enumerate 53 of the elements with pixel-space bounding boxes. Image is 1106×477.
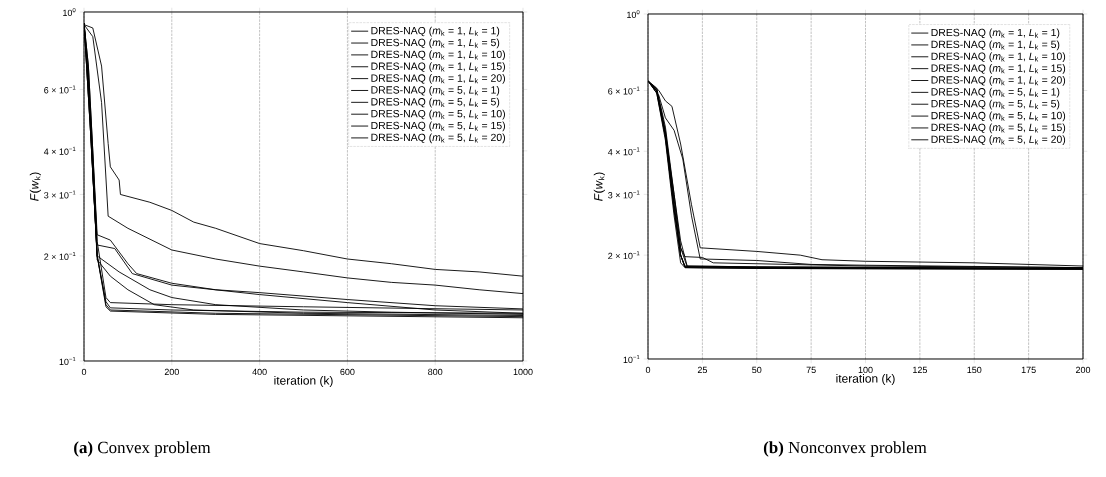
x-tick-label: 125 [913,366,927,374]
y-tick-label: 2 × 10$^{−1}$ [608,251,640,260]
x-axis-title: iteration (k) [836,373,895,386]
x-tick-label: 25 [697,366,707,374]
x-tick-label: 0 [81,368,87,376]
legend-label: DRES-NAQ (m$_{k}$ = 5, L$_{k}$ = 10) [931,111,1066,122]
legend-label: DRES-NAQ (m$_{k}$ = 1, L$_{k}$ = 15) [931,64,1066,74]
x-tick-label: 800 [428,368,443,376]
legend-label: DRES-NAQ (m$_{k}$ = 5, L$_{k}$ = 5) [371,97,500,108]
y-tick-label: 10$^{−1}$ [623,354,640,363]
legend-label: DRES-NAQ (m$_{k}$ = 1, L$_{k}$ = 1) [371,26,500,37]
legend-label: DRES-NAQ (m$_{k}$ = 1, L$_{k}$ = 1) [931,28,1060,39]
legend-label: DRES-NAQ (m$_{k}$ = 1, L$_{k}$ = 5) [371,38,500,49]
legend-label: DRES-NAQ (m$_{k}$ = 5, L$_{k}$ = 15) [931,123,1066,134]
x-tick-label: 600 [340,368,355,376]
y-tick-label: 6 × 10$^{−1}$ [608,86,640,95]
y-tick-label: 10$^{0}$ [627,9,640,19]
legend-label: DRES-NAQ (m$_{k}$ = 1, L$_{k}$ = 5) [931,40,1060,51]
y-tick-label: 4 × 10$^{−1}$ [43,146,76,155]
y-tick-label: 3 × 10$^{−1}$ [608,190,640,199]
legend-label: DRES-NAQ (m$_{k}$ = 5, L$_{k}$ = 1) [931,87,1060,98]
legend-label: DRES-NAQ (m$_{k}$ = 5, L$_{k}$ = 10) [371,109,505,120]
legend-label: DRES-NAQ (m$_{k}$ = 1, L$_{k}$ = 10) [931,52,1066,62]
x-tick-label: 150 [967,366,982,374]
x-tick-label: 200 [164,368,179,376]
legend-label: DRES-NAQ (m$_{k}$ = 5, L$_{k}$ = 5) [931,99,1060,110]
legend-label: DRES-NAQ (m$_{k}$ = 1, L$_{k}$ = 10) [371,50,505,61]
x-tick-label: 175 [1021,366,1036,374]
x-tick-label: 100 [858,366,873,374]
y-tick-label: 2 × 10$^{−1}$ [44,251,76,260]
x-tick-label: 50 [752,366,762,374]
x-axis-title: iteration (k) [274,375,333,388]
y-tick-label: 3 × 10$^{−1}$ [44,190,76,199]
legend-label: DRES-NAQ (m$_{k}$ = 5, L$_{k}$ = 1) [371,85,500,96]
x-tick-label: 1000 [513,368,533,376]
y-axis-title: F(w$_{k}$) [29,172,41,201]
text: (b) Nonconvex problem [763,441,927,457]
x-tick-label: 75 [806,366,816,374]
y-tick-label: 6 × 10$^{−1}$ [44,85,76,94]
legend-label: DRES-NAQ (m$_{k}$ = 5, L$_{k}$ = 20) [371,133,505,144]
legend-label: DRES-NAQ (m$_{k}$ = 5, L$_{k}$ = 15) [371,121,505,132]
text: (a) Convex problem [74,441,211,457]
y-tick-label: 10$^{−1}$ [59,356,76,365]
legend-label: DRES-NAQ (m$_{k}$ = 5, L$_{k}$ = 20) [931,135,1066,146]
x-tick-label: 0 [645,366,651,374]
y-axis-title: F(w$_{k}$) [593,172,605,201]
x-tick-label: 200 [1075,366,1091,374]
legend-label: DRES-NAQ (m$_{k}$ = 1, L$_{k}$ = 20) [931,75,1066,86]
x-tick-label: 400 [252,368,267,376]
y-tick-label: 4 × 10$^{−1}$ [607,147,640,156]
legend-label: DRES-NAQ (m$_{k}$ = 1, L$_{k}$ = 15) [371,62,505,72]
y-tick-label: 10$^{0}$ [63,7,76,17]
legend-label: DRES-NAQ (m$_{k}$ = 1, L$_{k}$ = 20) [371,74,505,84]
